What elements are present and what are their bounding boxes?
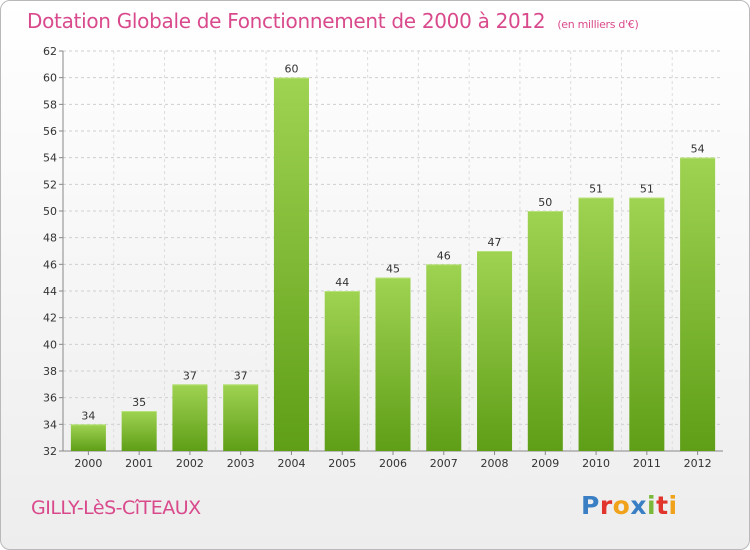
data-label: 44	[335, 276, 349, 289]
bar	[579, 198, 614, 451]
bar	[71, 424, 106, 451]
logo-letter: r	[600, 491, 613, 520]
x-tick-label: 2008	[481, 457, 509, 470]
y-tick-label: 38	[43, 365, 57, 378]
data-label: 47	[488, 236, 502, 249]
data-label: 34	[81, 409, 95, 422]
y-tick-label: 34	[43, 418, 57, 431]
data-label: 51	[589, 183, 603, 196]
y-tick-label: 58	[43, 98, 57, 111]
data-label: 54	[691, 143, 705, 156]
y-tick-label: 36	[43, 392, 57, 405]
data-label: 60	[284, 63, 298, 76]
data-label: 50	[538, 196, 552, 209]
bar	[274, 78, 309, 451]
x-tick-label: 2006	[379, 457, 407, 470]
y-tick-label: 52	[43, 178, 57, 191]
bar	[528, 211, 563, 451]
data-label: 46	[437, 249, 451, 262]
bar	[223, 384, 258, 451]
logo-letter: x	[630, 491, 647, 520]
y-tick-label: 56	[43, 125, 57, 138]
y-tick-label: 50	[43, 205, 57, 218]
y-tick-label: 62	[43, 45, 57, 58]
x-tick-label: 2002	[176, 457, 204, 470]
data-label: 35	[132, 396, 146, 409]
y-tick-label: 46	[43, 258, 57, 271]
logo-letter: i	[647, 491, 656, 520]
x-tick-label: 2012	[684, 457, 712, 470]
x-tick-label: 2004	[277, 457, 305, 470]
y-tick-label: 40	[43, 338, 57, 351]
bar	[325, 291, 360, 451]
data-label: 51	[640, 183, 654, 196]
bar	[680, 158, 715, 451]
y-tick-label: 32	[43, 445, 57, 458]
bar	[122, 411, 157, 451]
data-label: 37	[234, 369, 248, 382]
x-tick-label: 2007	[430, 457, 458, 470]
logo-letter: t	[656, 491, 668, 520]
city-name: GILLY-LèS-CîTEAUX	[31, 497, 201, 519]
data-label: 37	[183, 369, 197, 382]
y-tick-label: 44	[43, 285, 57, 298]
x-tick-label: 2001	[125, 457, 153, 470]
logo-letter: P	[581, 491, 600, 520]
x-tick-label: 2003	[227, 457, 255, 470]
proxiti-logo: Proxiti	[581, 491, 678, 520]
x-tick-label: 2010	[582, 457, 610, 470]
y-tick-label: 48	[43, 232, 57, 245]
bar	[426, 264, 461, 451]
bar	[629, 198, 664, 451]
y-tick-label: 60	[43, 72, 57, 85]
x-tick-label: 2009	[531, 457, 559, 470]
y-tick-label: 54	[43, 152, 57, 165]
bar	[172, 384, 207, 451]
y-tick-label: 42	[43, 312, 57, 325]
bar	[375, 278, 410, 451]
x-tick-label: 2011	[633, 457, 661, 470]
logo-letter: o	[613, 491, 631, 520]
data-label: 45	[386, 263, 400, 276]
x-tick-label: 2000	[74, 457, 102, 470]
bar	[477, 251, 512, 451]
logo-letter: i	[669, 491, 678, 520]
x-tick-label: 2005	[328, 457, 356, 470]
